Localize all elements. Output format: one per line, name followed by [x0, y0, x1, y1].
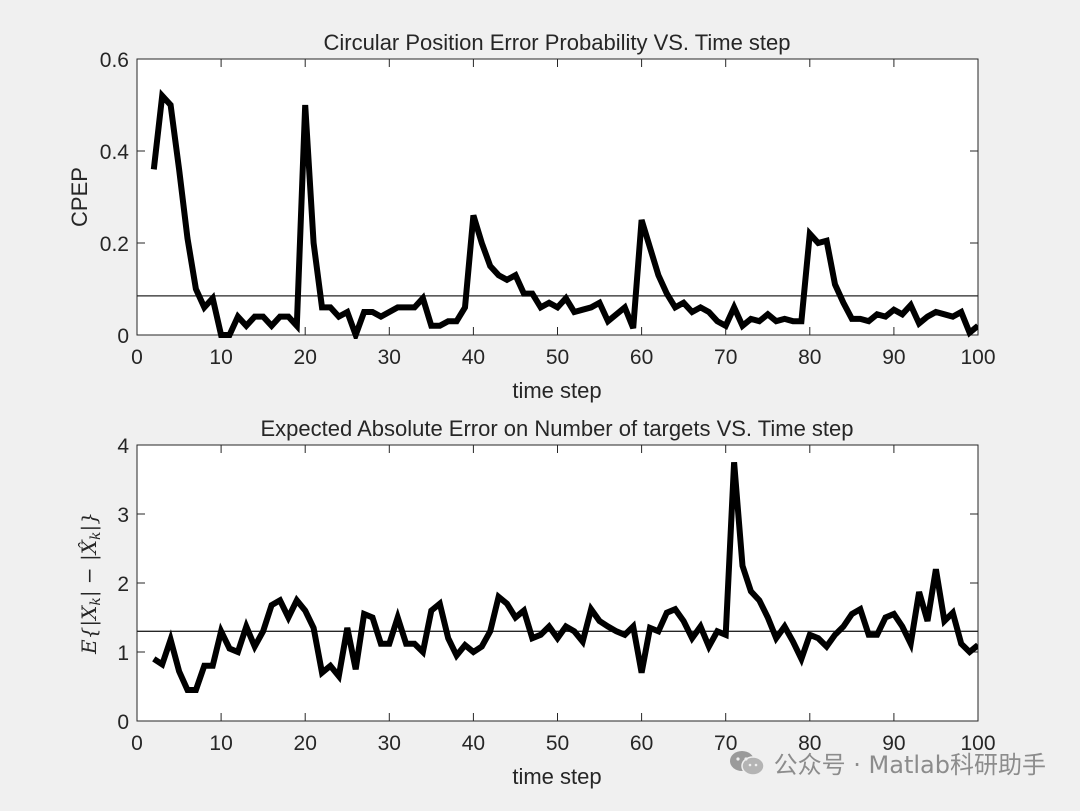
- error-ytick-label: 2: [117, 573, 129, 596]
- cpep-ytick-label: 0.6: [100, 49, 129, 72]
- cpep-title: Circular Position Error Probability VS. …: [323, 30, 790, 55]
- error-xtick-label: 70: [714, 732, 737, 755]
- error-title: Expected Absolute Error on Number of tar…: [260, 416, 853, 441]
- cpep-ticks: 0 10 20 30 40 50 60 70 80 90 100 0 0.2 0.4 0.6: [100, 49, 996, 369]
- error-ytick-label: 0: [117, 711, 129, 734]
- cpep-xtick-label: 10: [209, 346, 232, 369]
- error-xtick-label: 90: [882, 732, 905, 755]
- wechat-icon: [729, 750, 765, 776]
- error-xtick-label: 40: [462, 732, 485, 755]
- watermark-text: 公众号 · Matlab科研助手: [773, 751, 1046, 779]
- cpep-xtick-label: 60: [630, 346, 653, 369]
- cpep-xtick-label: 70: [714, 346, 737, 369]
- error-xtick-label: 10: [209, 732, 232, 755]
- cpep-xtick-label: 20: [294, 346, 317, 369]
- error-series-line: [152, 462, 978, 693]
- cpep-xtick-label: 30: [378, 346, 401, 369]
- cpep-ytick-label: 0.4: [100, 141, 130, 164]
- error-plot-area: [136, 444, 979, 722]
- error-ytick-label: 3: [117, 504, 129, 527]
- error-xtick-label: 60: [630, 732, 653, 755]
- error-ylabel: E{|Xk| − |X̂k|}: [77, 512, 104, 655]
- cpep-xtick-label: 40: [462, 346, 485, 369]
- error-xtick-label: 80: [798, 732, 821, 755]
- cpep-xtick-label: 0: [131, 346, 143, 369]
- cpep-xtick-label: 100: [960, 346, 995, 369]
- error-xtick-label: 20: [294, 732, 317, 755]
- error-ytick-label: 1: [117, 642, 129, 665]
- error-axes: Expected Absolute Error on Number of tar…: [77, 416, 996, 789]
- cpep-series-line: [150, 88, 978, 339]
- cpep-xlabel: time step: [512, 378, 601, 403]
- cpep-xtick-label: 50: [546, 346, 569, 369]
- cpep-ylabel: CPEP: [67, 167, 92, 227]
- watermark: 公众号 · Matlab科研助手: [728, 745, 1046, 780]
- cpep-axes: Circular Position Error Probability VS. …: [67, 30, 996, 403]
- cpep-ytick-label: 0.2: [100, 233, 129, 256]
- error-xtick-label: 30: [378, 732, 401, 755]
- error-xtick-label: 0: [131, 732, 143, 755]
- error-ticks: 0 10 20 30 40 50 60 70 80 90 100 0 1 2 3 4: [117, 435, 995, 755]
- error-xlabel: time step: [512, 764, 601, 789]
- error-ytick-label: 4: [117, 435, 129, 458]
- cpep-xtick-label: 90: [882, 346, 905, 369]
- cpep-ytick-label: 0: [117, 325, 129, 348]
- error-xtick-label: 100: [960, 732, 995, 755]
- cpep-plot-area: [136, 58, 979, 336]
- error-xtick-label: 50: [546, 732, 569, 755]
- cpep-xtick-label: 80: [798, 346, 821, 369]
